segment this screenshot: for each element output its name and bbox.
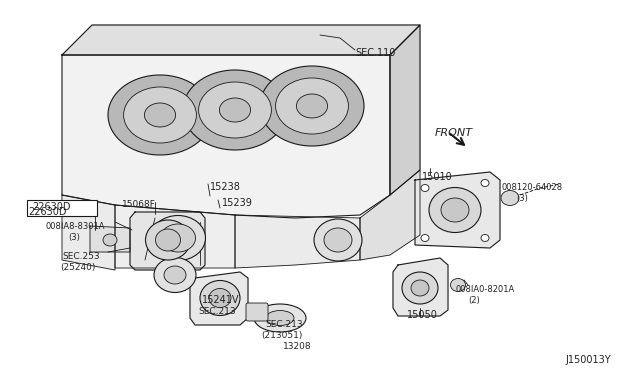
Ellipse shape [421,185,429,192]
Polygon shape [393,258,448,316]
FancyBboxPatch shape [246,303,268,321]
Text: 15239: 15239 [222,198,253,208]
Ellipse shape [108,75,212,155]
Polygon shape [415,172,500,248]
Ellipse shape [276,78,348,134]
Ellipse shape [421,234,429,241]
Ellipse shape [156,229,180,251]
Text: (3): (3) [516,194,528,203]
Ellipse shape [481,180,489,186]
Ellipse shape [220,98,251,122]
Ellipse shape [411,280,429,296]
Text: (213051): (213051) [261,331,302,340]
Ellipse shape [209,289,231,308]
Polygon shape [62,55,390,218]
Ellipse shape [183,70,287,150]
Text: SEC.213: SEC.213 [265,320,303,329]
Text: SEC.253: SEC.253 [62,252,100,261]
Ellipse shape [254,304,306,332]
Ellipse shape [314,219,362,261]
Polygon shape [130,212,205,270]
FancyBboxPatch shape [27,200,97,216]
Ellipse shape [266,311,294,326]
Text: 15050: 15050 [407,310,438,320]
Polygon shape [360,170,420,260]
Ellipse shape [402,272,438,304]
Ellipse shape [124,87,196,143]
Polygon shape [390,25,420,195]
Text: 15010: 15010 [422,172,452,182]
Text: 15238: 15238 [210,182,241,192]
Ellipse shape [481,234,489,241]
Ellipse shape [260,66,364,146]
Text: 15068F: 15068F [122,200,156,209]
Polygon shape [62,25,420,55]
Text: 22630D: 22630D [32,202,70,212]
Text: 13208: 13208 [283,342,312,351]
Polygon shape [62,195,115,270]
Ellipse shape [161,224,195,252]
Ellipse shape [501,190,519,205]
Ellipse shape [103,234,117,246]
Ellipse shape [296,94,328,118]
Polygon shape [190,272,248,325]
Text: (25240): (25240) [60,263,95,272]
Text: (2): (2) [468,296,480,305]
Text: SEC.213: SEC.213 [198,307,236,316]
Text: SEC.110: SEC.110 [355,48,396,58]
Ellipse shape [145,103,175,127]
Ellipse shape [145,220,191,260]
Text: (3): (3) [68,233,80,242]
Text: FRONT: FRONT [435,128,473,138]
Polygon shape [115,205,235,268]
Ellipse shape [164,266,186,284]
Ellipse shape [429,187,481,232]
Text: 008IA0-8201A: 008IA0-8201A [455,285,515,294]
Text: 008120-64028: 008120-64028 [502,183,563,192]
Polygon shape [90,226,130,252]
Ellipse shape [154,257,196,292]
Text: 22630D: 22630D [28,207,67,217]
Ellipse shape [198,82,271,138]
Ellipse shape [441,198,469,222]
Ellipse shape [324,228,352,252]
Ellipse shape [150,215,205,260]
Ellipse shape [200,280,240,315]
Ellipse shape [451,279,465,292]
Text: 15241V: 15241V [202,295,239,305]
Text: 008IA8-8301A: 008IA8-8301A [45,222,104,231]
Text: J150013Y: J150013Y [565,355,611,365]
Polygon shape [235,215,360,268]
